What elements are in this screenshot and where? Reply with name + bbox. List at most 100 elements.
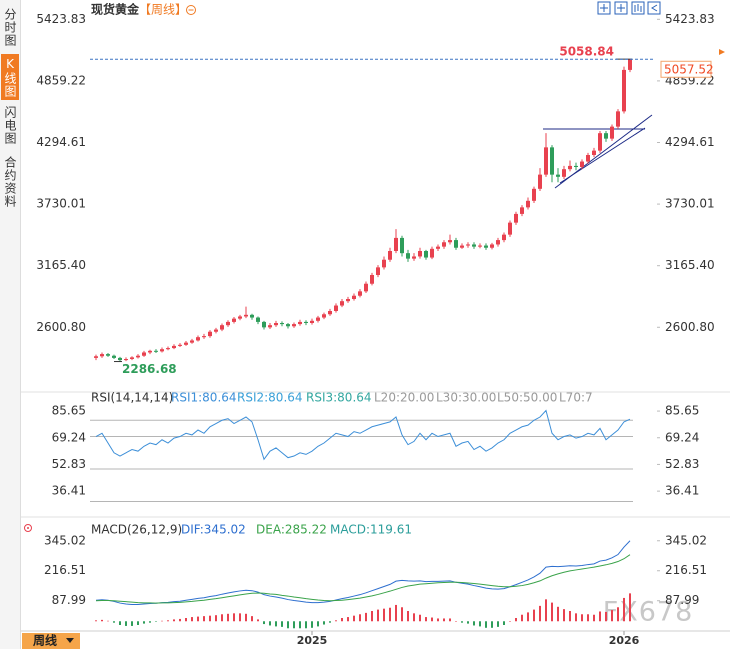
candle-body (628, 59, 632, 70)
macd-bar (449, 618, 451, 622)
candle-body (568, 165, 572, 170)
candle-body (514, 213, 518, 223)
y-tick-label-right: 3730.01 (665, 197, 715, 211)
back-icon[interactable] (647, 1, 661, 15)
legend-entry: DIF:345.02 (181, 523, 246, 537)
candle-body (250, 314, 254, 318)
macd-bar (401, 607, 403, 622)
macd-bar (359, 614, 361, 622)
y-tick-label-right: 36.41 (665, 484, 699, 498)
candle-body (412, 256, 416, 259)
collapse-icon[interactable] (186, 5, 196, 15)
zoom-in-icon[interactable] (597, 1, 611, 15)
macd-bar (371, 611, 373, 622)
legend-entry: RSI3:80.64 (306, 391, 372, 405)
candle-body (478, 245, 482, 247)
macd-bar (203, 616, 205, 622)
candle-body (598, 133, 602, 151)
candle-body (382, 259, 386, 268)
macd-bar (623, 597, 625, 622)
candle-body (544, 147, 548, 175)
candle-body (244, 314, 248, 317)
macd-bar (341, 618, 343, 622)
candle-body (424, 251, 428, 258)
candle-body (388, 251, 392, 260)
y-tick-label-right: 52.83 (665, 457, 699, 471)
candle-body (232, 318, 236, 322)
candle-body (622, 69, 626, 112)
candle-body (460, 245, 464, 248)
y-tick-label-right: 3165.40 (665, 258, 715, 272)
y-tick-label: 87.99 (52, 593, 86, 607)
current-price-box (660, 60, 712, 78)
macd-bar (167, 620, 169, 622)
macd-bar (149, 621, 151, 623)
candle-body (556, 174, 560, 177)
macd-bar (275, 621, 277, 627)
macd-bar (587, 614, 589, 622)
candle-body (112, 355, 116, 358)
candle-body (274, 323, 278, 326)
tab-flash[interactable]: 闪电图 (3, 105, 17, 145)
macd-bar (281, 621, 283, 627)
macd-bar (263, 621, 265, 625)
macd-bar (527, 612, 529, 622)
macd-bar (389, 607, 391, 622)
candle-body (286, 324, 290, 327)
macd-bar (365, 612, 367, 622)
macd-bar (611, 610, 613, 622)
candle-body (142, 352, 146, 356)
candle-body (358, 291, 362, 296)
candle-body (220, 325, 224, 330)
period-button[interactable]: 周线 (22, 633, 80, 649)
macd-bar (617, 607, 619, 622)
macd-bar (287, 621, 289, 629)
macd-bar (455, 621, 457, 622)
y-tick-label: 4294.61 (36, 135, 86, 149)
tab-contract[interactable]: 合约资料 (3, 156, 17, 208)
candle-body (292, 324, 296, 327)
macd-bar (575, 613, 577, 622)
candle-body (256, 317, 260, 322)
candle-body (280, 323, 284, 325)
macd-bar (593, 614, 595, 622)
macd-bar (155, 621, 157, 622)
candle-body (550, 147, 554, 175)
candle-body (526, 200, 530, 208)
legend-entry: RSI2:80.64 (237, 391, 303, 405)
candle-body (322, 314, 326, 318)
macd-bar (293, 621, 295, 629)
macd-bar (557, 606, 559, 622)
candle-body (370, 275, 374, 284)
candle-body (316, 317, 320, 321)
candle-body (304, 321, 308, 323)
candle-body (502, 234, 506, 241)
candle-body (190, 340, 194, 343)
tab-kline[interactable]: K线图 (1, 54, 19, 100)
tab-timeshare[interactable]: 分时图 (3, 7, 17, 47)
macd-bar (599, 611, 601, 622)
zoom-out-icon[interactable] (614, 1, 628, 15)
candle-body (496, 240, 500, 245)
macd-bar (377, 609, 379, 622)
candle-body (592, 150, 596, 155)
dea-line (95, 554, 631, 604)
macd-bar (347, 617, 349, 622)
macd-bar (569, 611, 571, 622)
macd-bar (551, 602, 553, 622)
settings-icon[interactable] (24, 524, 32, 532)
legend-entry: RSI1:80.64 (171, 391, 237, 405)
chart-type-icon[interactable] (631, 1, 645, 15)
macd-bar (563, 609, 565, 622)
candle-body (124, 359, 128, 361)
y-tick-label-right: 2600.80 (665, 320, 715, 334)
macd-bar (431, 617, 433, 622)
y-tick-label-right: 87.99 (665, 593, 699, 607)
period-label: 周线 (33, 633, 57, 648)
candle-body (172, 345, 176, 349)
macd-bar (539, 605, 541, 622)
macd-bar (311, 621, 313, 628)
x-tick-label: 2026 (609, 634, 640, 647)
candle-body (610, 126, 614, 139)
